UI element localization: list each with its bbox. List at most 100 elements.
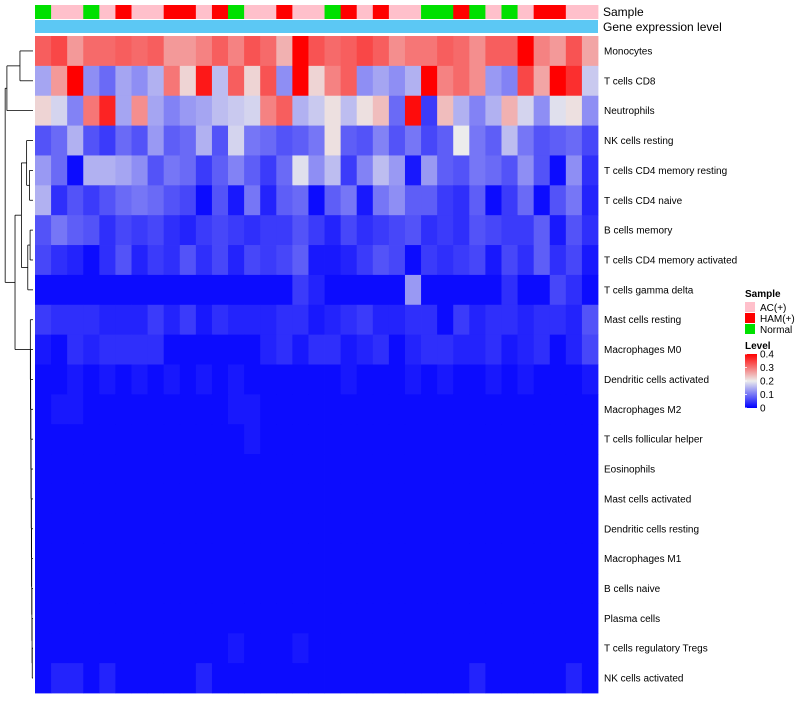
heatmap-cell	[179, 394, 197, 425]
heatmap-cell	[356, 274, 374, 306]
heatmap-cell	[67, 36, 84, 67]
heatmap-cell	[372, 573, 390, 604]
heatmap-cell	[35, 633, 52, 664]
heatmap-cell	[388, 185, 406, 216]
sample-annotation-cell	[501, 5, 518, 19]
heatmap-cell	[276, 603, 293, 634]
heatmap-cell	[179, 513, 197, 545]
heatmap-cell	[485, 65, 502, 97]
heatmap-cell	[195, 95, 213, 126]
sample-annotation-cell	[292, 5, 309, 19]
heatmap-cell	[340, 663, 358, 694]
heatmap-cell	[469, 603, 486, 634]
heatmap-cell	[292, 215, 309, 246]
heatmap-cell	[179, 603, 197, 634]
heatmap-cell	[324, 603, 342, 634]
heatmap-cell	[244, 185, 261, 216]
heatmap-cell	[404, 215, 422, 246]
heatmap-cell	[324, 65, 342, 97]
heatmap-cell	[292, 633, 309, 664]
heatmap-cell	[388, 125, 406, 156]
heatmap-cell	[276, 633, 293, 664]
heatmap-cell	[340, 633, 358, 664]
heatmap-cell	[581, 454, 599, 485]
heatmap-cell	[453, 663, 470, 694]
heatmap-cell	[195, 125, 213, 156]
heatmap-cell	[260, 65, 277, 97]
heatmap-cell	[581, 245, 599, 276]
heatmap-cell	[211, 334, 229, 365]
heatmap-cell	[324, 334, 342, 365]
heatmap-cell	[565, 394, 583, 425]
heatmap-cell	[260, 543, 277, 574]
heatmap-cell	[388, 573, 406, 604]
heatmap-cell	[501, 304, 518, 336]
heatmap-cell	[163, 424, 181, 455]
heatmap-cell	[276, 215, 293, 246]
heatmap-cell	[35, 245, 52, 276]
heatmap-cell	[131, 155, 148, 186]
heatmap-cell	[99, 513, 116, 545]
heatmap-cell	[549, 95, 567, 126]
heatmap-cell	[260, 513, 277, 545]
heatmap-cell	[421, 454, 438, 485]
heatmap-cell	[453, 424, 470, 455]
heatmap-cell	[565, 424, 583, 455]
heatmap-cell	[469, 215, 486, 246]
heatmap-cell	[147, 245, 165, 276]
heatmap-cell	[581, 573, 599, 604]
heatmap-cell	[131, 65, 148, 97]
heatmap-cell	[340, 125, 358, 156]
heatmap-cell	[469, 245, 486, 276]
heatmap-cell	[99, 125, 116, 156]
heatmap-cell	[324, 483, 342, 515]
heatmap-cell	[421, 245, 438, 276]
heatmap-cell	[404, 454, 422, 485]
heatmap-cell	[292, 274, 309, 306]
heatmap-cell	[67, 215, 84, 246]
heatmap-cell	[549, 274, 567, 306]
heatmap-cell	[228, 394, 245, 425]
heatmap-cell	[83, 304, 100, 336]
heatmap-cell	[388, 95, 406, 126]
heatmap-cell	[244, 394, 261, 425]
heatmap-cell	[549, 364, 567, 395]
heatmap-cell	[276, 394, 293, 425]
heatmap-cell	[147, 95, 165, 126]
sample-annotation-cell	[340, 5, 358, 19]
heatmap-cell	[581, 185, 599, 216]
heatmap-cell	[83, 274, 100, 306]
heatmap-cell	[260, 454, 277, 485]
heatmap-cell	[404, 65, 422, 97]
heatmap-cell	[453, 65, 470, 97]
sample-annotation-cell	[99, 5, 116, 19]
heatmap-cell	[485, 304, 502, 336]
sample-annotation-cell	[211, 5, 229, 19]
heatmap-cell	[372, 95, 390, 126]
legend-swatch	[745, 324, 755, 334]
heatmap-cell	[404, 245, 422, 276]
heatmap-cell	[404, 185, 422, 216]
heatmap-cell	[99, 95, 116, 126]
heatmap-cell	[83, 185, 100, 216]
heatmap-cell	[35, 483, 52, 515]
heatmap-cell	[437, 663, 454, 694]
heatmap-cell	[421, 483, 438, 515]
heatmap-cell	[83, 543, 100, 574]
heatmap-cell	[115, 185, 132, 216]
heatmap-cell	[404, 274, 422, 306]
heatmap-cell	[276, 483, 293, 515]
heatmap-cell	[517, 633, 535, 664]
heatmap-cell	[453, 454, 470, 485]
sample-annotation-cell	[228, 5, 245, 19]
heatmap-cell	[83, 155, 100, 186]
legend-tick-label: 0.3	[760, 363, 774, 374]
heatmap-cell	[340, 483, 358, 515]
heatmap-cell	[453, 483, 470, 515]
heatmap-cell	[517, 663, 535, 694]
heatmap-cell	[276, 155, 293, 186]
row-label: Macrophages M1	[604, 554, 682, 565]
heatmap-cell	[533, 334, 551, 365]
heatmap-cell	[131, 663, 148, 694]
